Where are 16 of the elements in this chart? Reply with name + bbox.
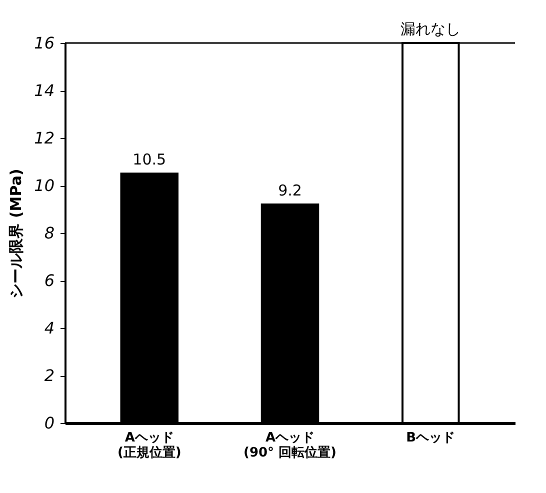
x-tick-label: Aヘッド (90° 回転位置) — [244, 430, 336, 460]
x-tick-label: Bヘッド — [406, 430, 456, 446]
x-tick-label: Aヘッド (正規位置) — [117, 430, 182, 460]
y-tick-label: 4 — [44, 318, 54, 338]
y-tick-label: 16 — [34, 34, 54, 52]
y-tick-label: 0 — [44, 414, 54, 432]
y-tick-label: 6 — [44, 271, 54, 290]
y-tick-label: 8 — [44, 224, 54, 242]
y-axis-title: シール限界 (MPa) — [7, 168, 26, 298]
y-tick-label: 10 — [34, 176, 54, 195]
y-tick-label: 12 — [34, 128, 54, 148]
y-tick-label: 14 — [34, 81, 54, 100]
y-tick-label: 2 — [44, 366, 54, 385]
data-label: 10.5 — [132, 150, 166, 169]
data-label: 9.2 — [278, 182, 302, 200]
data-label: 漏れなし — [400, 20, 461, 38]
